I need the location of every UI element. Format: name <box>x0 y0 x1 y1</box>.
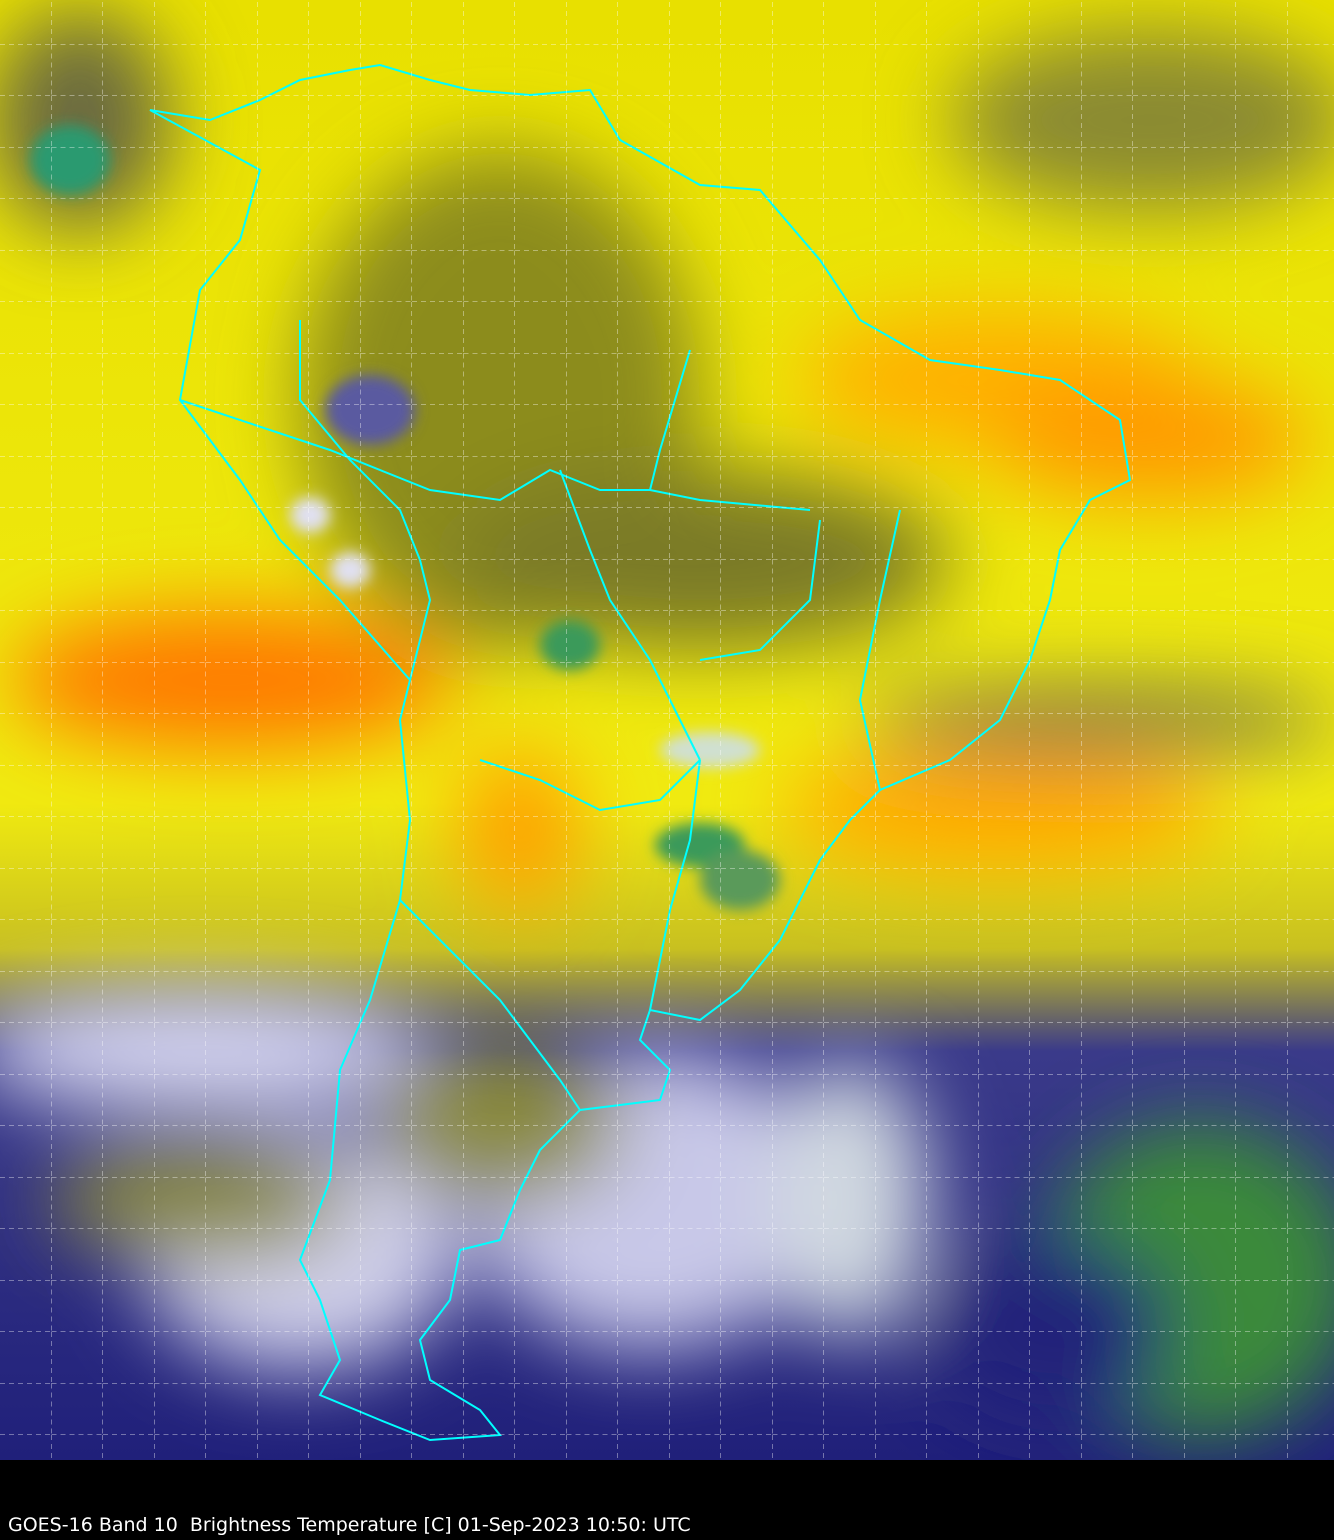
lat-lon-grid <box>0 0 1334 1460</box>
satellite-image <box>0 0 1334 1460</box>
image-caption: GOES-16 Band 10 Brightness Temperature [… <box>8 1514 691 1536</box>
